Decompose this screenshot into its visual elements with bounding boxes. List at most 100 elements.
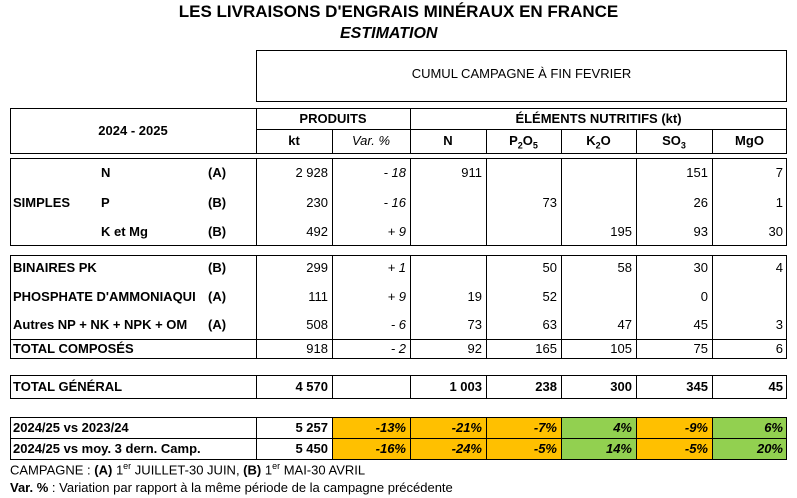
footnote-variation: Var. % : Variation par rapport à la même… xyxy=(10,480,453,495)
cell-so3: 93 xyxy=(693,224,708,239)
comparison-p2o5: -7% xyxy=(533,420,557,435)
k2o-header: K2O xyxy=(586,133,611,151)
elements-header: ÉLÉMENTS NUTRITIFS (kt) xyxy=(515,111,682,126)
produits-header: PRODUITS xyxy=(299,111,367,126)
row-label: N xyxy=(101,165,111,180)
cell-var: - 6 xyxy=(390,317,406,332)
cell-mgo: 7 xyxy=(775,165,783,180)
cell-k2o: 105 xyxy=(610,341,632,356)
comparison-p2o5: -5% xyxy=(533,441,557,456)
cell-k2o: 195 xyxy=(610,224,632,239)
cell-so3: 151 xyxy=(686,165,708,180)
so3-header: SO3 xyxy=(662,133,686,151)
row-code: (B) xyxy=(208,224,227,239)
cell-mgo: 30 xyxy=(768,224,783,239)
cell-so3: 0 xyxy=(700,289,708,304)
cell-kt: 492 xyxy=(306,224,328,239)
cell-p2o5 xyxy=(486,162,561,184)
cell-var: - 2 xyxy=(390,341,406,356)
comparison-var: -16% xyxy=(375,441,406,456)
comparison-mgo: 20% xyxy=(756,441,783,456)
page-subtitle: ESTIMATION xyxy=(340,25,438,42)
total-label: TOTAL GÉNÉRAL xyxy=(13,379,123,394)
cell-n: 92 xyxy=(467,341,482,356)
total-p2o5: 238 xyxy=(535,379,557,394)
comparison-label: 2024/25 vs 2023/24 xyxy=(13,420,129,435)
cell-so3: 75 xyxy=(693,341,708,356)
n-header: N xyxy=(443,133,453,148)
cell-mgo: 6 xyxy=(775,341,783,356)
row-label: TOTAL COMPOSÉS xyxy=(13,341,134,356)
season-label: 2024 - 2025 xyxy=(98,123,168,138)
cell-so3: 26 xyxy=(693,195,708,210)
kt-header: kt xyxy=(288,133,300,148)
cell-p2o5: 50 xyxy=(542,260,557,275)
comparison-n: -21% xyxy=(451,420,482,435)
cell-kt: 299 xyxy=(306,260,328,275)
cell-var: + 9 xyxy=(387,289,406,304)
total-so3: 345 xyxy=(686,379,708,394)
cell-k2o xyxy=(561,286,636,308)
cell-n xyxy=(410,192,486,214)
period-header: CUMUL CAMPAGNE À FIN FEVRIER xyxy=(411,66,632,81)
cell-n: 73 xyxy=(467,317,482,332)
cell-p2o5 xyxy=(486,221,561,243)
cell-n xyxy=(410,221,486,243)
cell-k2o: 47 xyxy=(617,317,632,332)
row-label: PHOSPHATE D'AMMONIAQUI xyxy=(13,289,196,304)
cell-p2o5: 52 xyxy=(542,289,557,304)
comparison-k2o: 14% xyxy=(605,441,632,456)
composes-block xyxy=(10,255,787,359)
cell-mgo xyxy=(712,286,787,308)
row-code: (A) xyxy=(208,289,227,304)
cell-p2o5: 165 xyxy=(535,341,557,356)
comparison-var: -13% xyxy=(375,420,406,435)
cell-kt: 230 xyxy=(306,195,328,210)
row-label: Autres NP + NK + NPK + OM xyxy=(13,317,188,332)
cell-var: - 18 xyxy=(383,165,406,180)
footnote-campagne: CAMPAGNE : (A) 1er JUILLET-30 JUIN, (B) … xyxy=(10,461,366,478)
cell-k2o xyxy=(561,162,636,184)
cell-mgo: 3 xyxy=(775,317,783,332)
cell-mgo: 4 xyxy=(775,260,783,275)
cell-p2o5: 63 xyxy=(542,317,557,332)
simples-block xyxy=(10,158,787,246)
cell-k2o: 58 xyxy=(617,260,632,275)
p2o5-header: P2O5 xyxy=(509,133,538,151)
cell-kt: 918 xyxy=(306,341,328,356)
var-header: Var. % xyxy=(351,133,391,148)
cell-var: + 1 xyxy=(387,260,406,275)
cell-so3: 30 xyxy=(693,260,708,275)
cell-var: - 16 xyxy=(383,195,406,210)
comparison-so3: -9% xyxy=(684,420,708,435)
period-header-box xyxy=(256,50,787,102)
mgo-header: MgO xyxy=(735,133,764,148)
comparison-mgo: 6% xyxy=(764,420,783,435)
comparison-kt: 5 257 xyxy=(295,420,328,435)
row-code: (A) xyxy=(208,165,227,180)
comparison-kt: 5 450 xyxy=(295,441,328,456)
cell-n: 911 xyxy=(461,165,482,180)
row-label: P xyxy=(101,195,110,210)
row-label: BINAIRES PK xyxy=(13,260,97,275)
cell-kt: 508 xyxy=(306,317,328,332)
comparison-so3: -5% xyxy=(684,441,708,456)
total-n: 1 003 xyxy=(449,379,482,394)
comparison-label: 2024/25 vs moy. 3 dern. Camp. xyxy=(13,441,201,456)
page-title: LES LIVRAISONS D'ENGRAIS MINÉRAUX EN FRA… xyxy=(178,2,619,21)
header-block xyxy=(10,108,787,154)
cell-kt: 2 928 xyxy=(295,165,328,180)
simples-label: SIMPLES xyxy=(13,195,71,210)
comparison-k2o: 4% xyxy=(613,420,632,435)
cell-kt: 111 xyxy=(308,289,328,304)
total-kt: 4 570 xyxy=(295,379,328,394)
cell-k2o xyxy=(561,192,636,214)
cell-so3: 45 xyxy=(693,317,708,332)
row-code: (B) xyxy=(208,195,227,210)
cell-n: 19 xyxy=(467,289,482,304)
total-mgo: 45 xyxy=(768,379,783,394)
comparison-n: -24% xyxy=(451,441,482,456)
total-k2o: 300 xyxy=(610,379,632,394)
cell-p2o5: 73 xyxy=(542,195,557,210)
row-code: (B) xyxy=(208,260,227,275)
